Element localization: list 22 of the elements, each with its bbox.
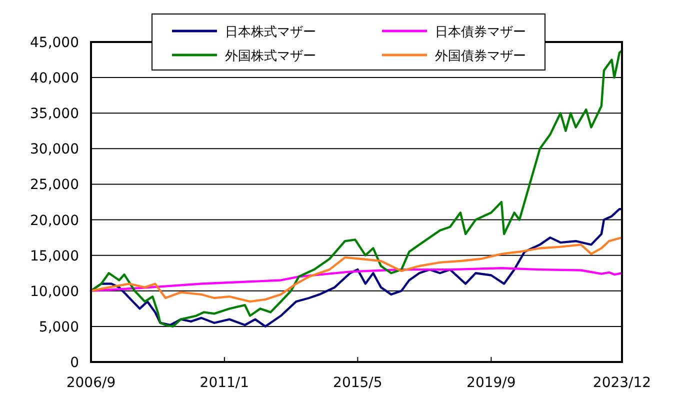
line-series <box>90 236 624 303</box>
x-tick-label: 2019/9 <box>466 375 516 391</box>
legend-label: 日本株式マザー <box>225 25 316 40</box>
x-tick-label: 2015/5 <box>333 375 382 391</box>
legend-label: 外国株式マザー <box>225 49 316 64</box>
y-tick-label: 30,000 <box>30 142 79 158</box>
y-tick-label: 15,000 <box>30 248 79 264</box>
y-tick-label: 35,000 <box>30 106 79 122</box>
y-tick-label: 0 <box>70 355 79 371</box>
y-tick-label: 5,000 <box>38 319 79 336</box>
y-tick-label: 10,000 <box>30 284 79 300</box>
y-tick-label: 20,000 <box>30 212 79 229</box>
x-tick-label: 2011/1 <box>200 375 250 391</box>
x-tick-label: 2023/12 <box>592 375 652 391</box>
line-series <box>90 49 624 328</box>
y-tick-label: 40,000 <box>30 70 79 87</box>
y-tick-label: 25,000 <box>30 177 79 194</box>
line-series <box>90 267 624 292</box>
legend-label: 外国債券マザー <box>435 49 526 64</box>
legend-label: 日本債券マザー <box>435 25 526 40</box>
x-tick-label: 2006/9 <box>66 375 116 391</box>
y-tick-label: 45,000 <box>30 35 79 51</box>
